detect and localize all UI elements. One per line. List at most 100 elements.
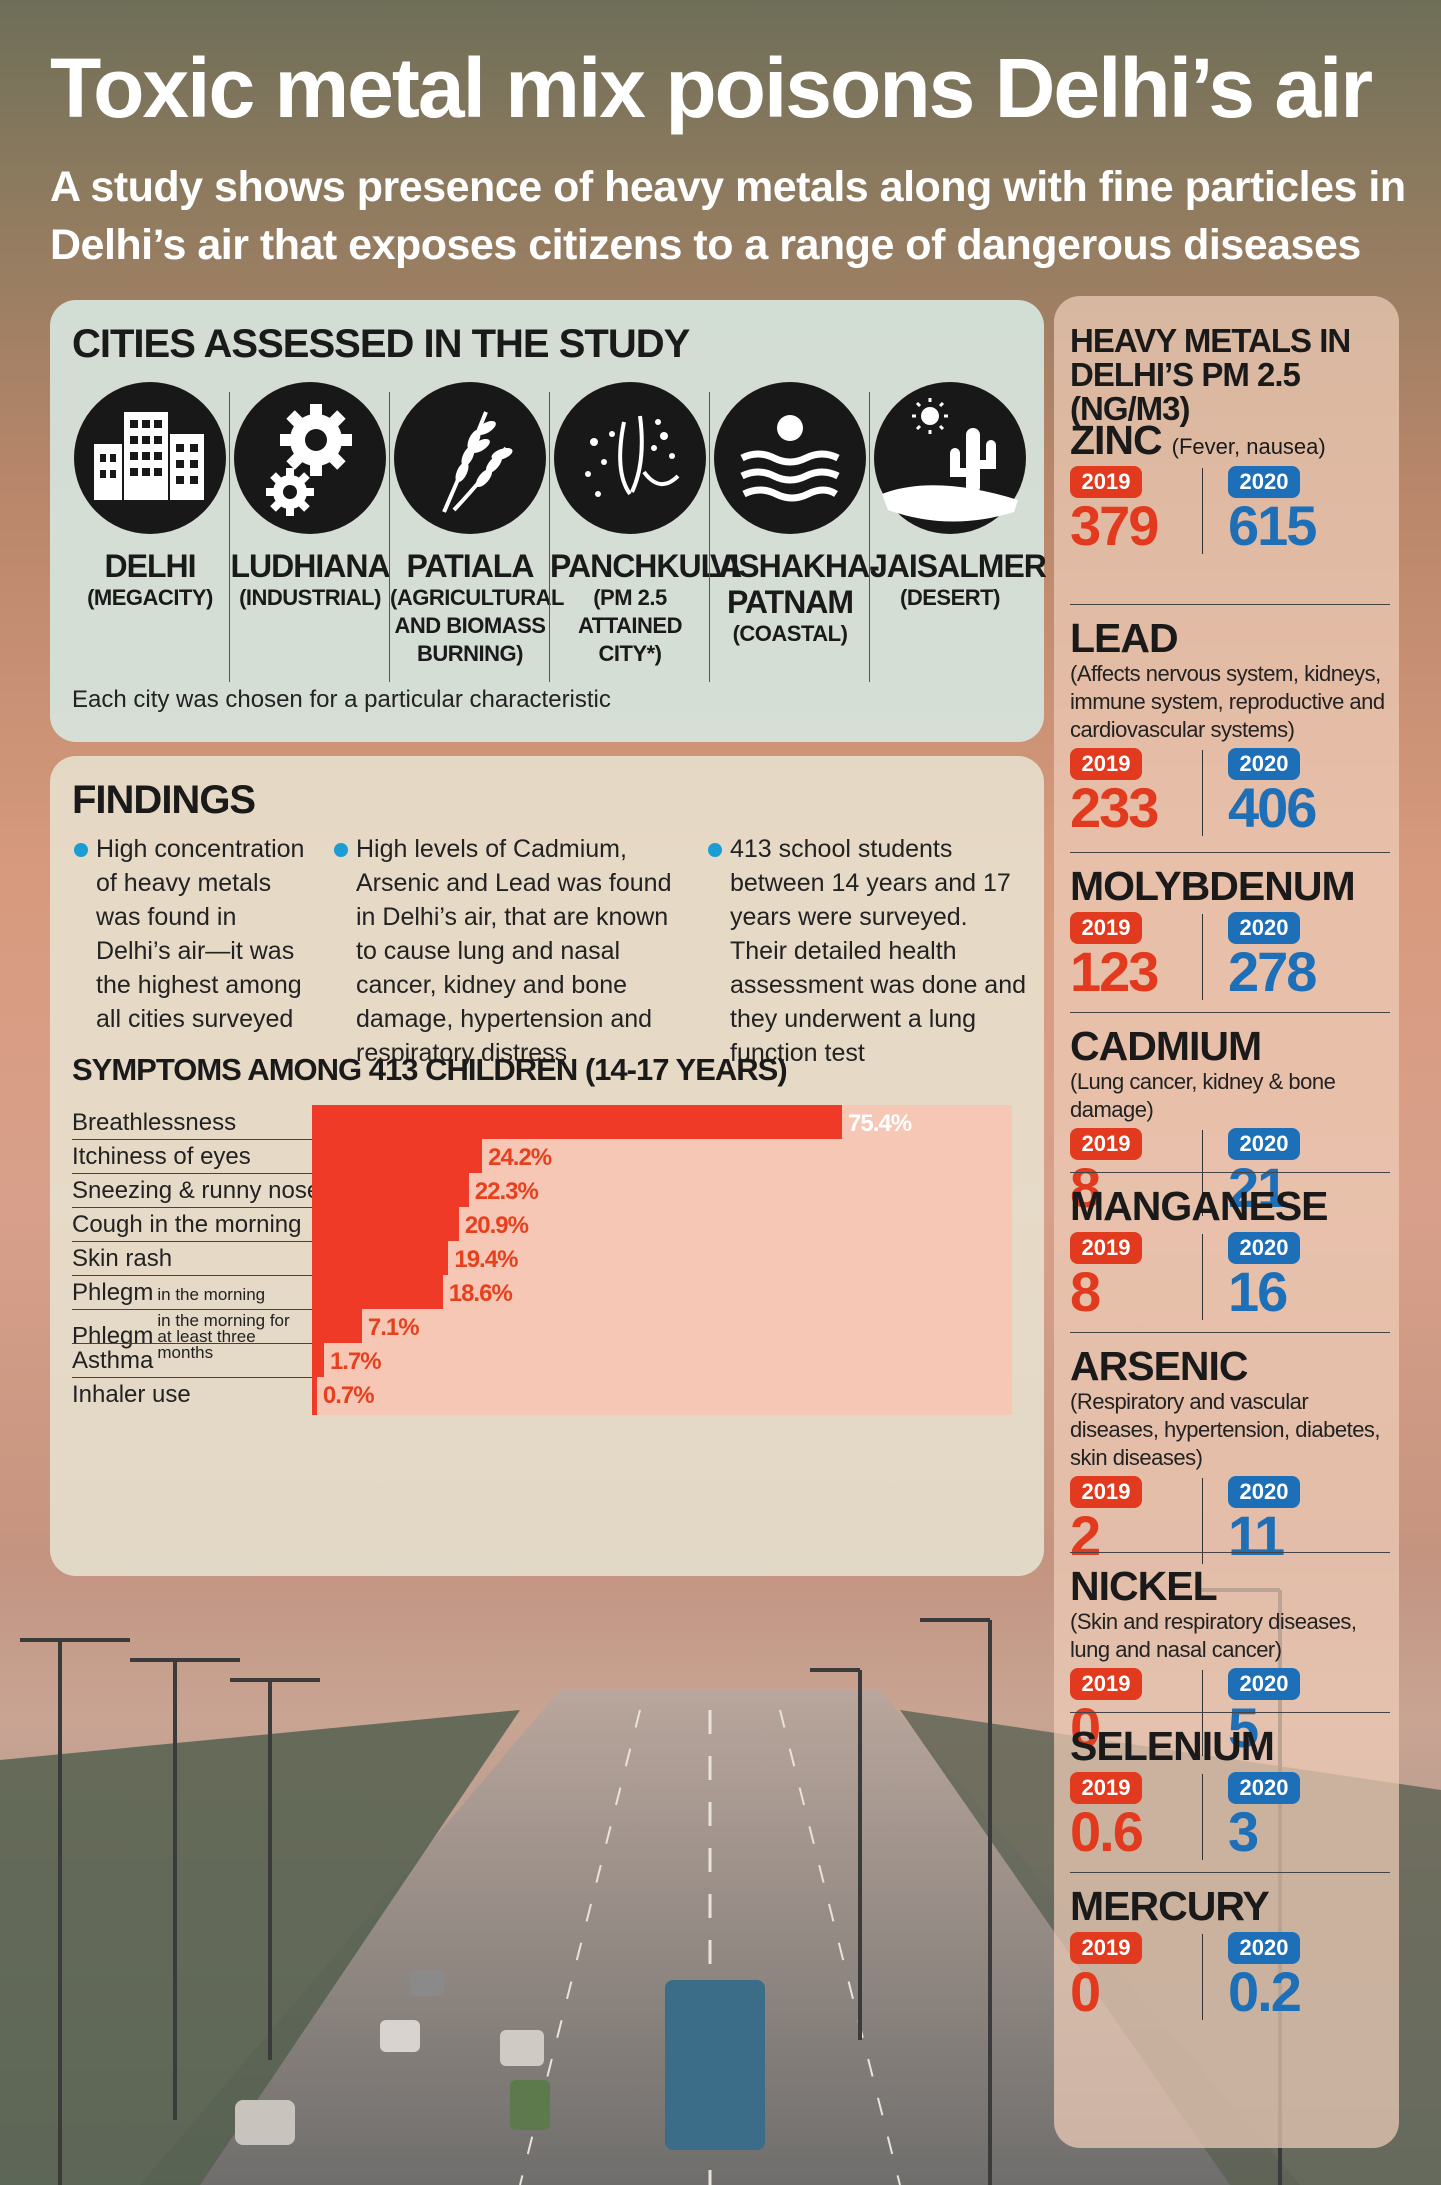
bar-category-label: Cough in the morning <box>72 1211 302 1238</box>
city-vishakhapatnam: VISHAKHA-PATNAM (COASTAL) <box>710 382 880 648</box>
metal-divider <box>1070 1552 1390 1553</box>
value-2020: 406 <box>1228 776 1317 839</box>
value-2020: 5 <box>1228 1696 1259 1759</box>
bar-value-label: 75.4% <box>848 1110 912 1137</box>
row-divider <box>72 1241 362 1242</box>
metal-divider <box>1070 1172 1390 1173</box>
year-divider <box>1202 914 1203 1000</box>
value-2019: 8 <box>1070 1156 1101 1219</box>
bar-value-label: 22.3% <box>474 1178 539 1205</box>
year-divider <box>1202 1670 1203 1756</box>
bar-value-label: 0.7% <box>322 1382 375 1409</box>
city-divider <box>229 392 230 682</box>
year-divider <box>1202 1774 1203 1860</box>
cities-panel: CITIES ASSESSED IN THE STUDY <box>50 300 1047 742</box>
city-type: (MEGACITY) <box>87 585 213 610</box>
metal-name: CADMIUM <box>1070 1023 1262 1069</box>
bar-value-label: 20.9% <box>464 1212 529 1239</box>
finding-bullet: High levels of Cadmium, Arsenic and Lead… <box>334 832 686 1070</box>
metal-name: NICKEL <box>1070 1563 1218 1609</box>
bar-category-label: Phlegm in the morning <box>72 1279 266 1306</box>
year-badge-2019: 2019 <box>1070 1668 1142 1700</box>
bar-value-label: 24.2% <box>488 1144 552 1171</box>
city-jaisalmer: JAISALMER (DESERT) <box>870 382 1047 612</box>
bar-category-label: Phlegmin the morning for at least three … <box>72 1311 290 1362</box>
year-divider <box>1202 1234 1203 1320</box>
bar-category-label: Sneezing & runny nose <box>72 1177 321 1204</box>
metal-block: MANGANESE <box>1070 1184 1390 1228</box>
bar-category-label: Inhaler use <box>72 1381 191 1408</box>
bar-category-label: Breathlessness <box>72 1109 237 1136</box>
value-2019: 0 <box>1070 1960 1101 2023</box>
finding-text: High levels of Cadmium, Arsenic and Lead… <box>356 835 672 1067</box>
city-ludhiana: LUDHIANA (INDUSTRIAL) <box>230 382 391 612</box>
metal-block: MERCURY <box>1070 1884 1390 1928</box>
gears-icon <box>234 382 386 534</box>
bullet-dot-icon <box>74 843 88 857</box>
findings-panel: FINDINGS High concentration of heavy met… <box>50 756 1044 1576</box>
row-divider <box>72 1207 362 1208</box>
sea-sun-icon <box>714 382 866 534</box>
year-badge-2020: 2020 <box>1228 1668 1300 1700</box>
city-type: (AGRICULTURAL AND BIOMASS BURNING) <box>390 585 564 666</box>
year-badge-2019: 2019 <box>1070 1476 1142 1508</box>
bar <box>312 1173 469 1211</box>
page-title: Toxic metal mix poisons Delhi’s air <box>50 41 1373 135</box>
value-2019: 2 <box>1070 1504 1101 1567</box>
bar <box>312 1377 317 1415</box>
finding-text: High concentration of heavy metals was f… <box>96 835 305 1033</box>
city-divider <box>709 392 710 682</box>
value-2019: 8 <box>1070 1260 1101 1323</box>
year-badge-2019: 2019 <box>1070 912 1142 944</box>
city-divider <box>549 392 550 682</box>
bar <box>312 1139 483 1177</box>
wheat-icon <box>394 382 546 534</box>
metal-health-effects: (Lung cancer, kidney & bone damage) <box>1070 1069 1336 1122</box>
year-badge-2020: 2020 <box>1228 1932 1300 1964</box>
year-divider <box>1202 468 1203 554</box>
particles-icon <box>554 382 706 534</box>
year-badge-2020: 2020 <box>1228 912 1300 944</box>
year-badge-2019: 2019 <box>1070 1128 1142 1160</box>
city-type: (INDUSTRIAL) <box>239 585 381 610</box>
bar-value-label: 1.7% <box>329 1348 382 1375</box>
value-2020: 278 <box>1228 940 1317 1003</box>
row-divider <box>72 1173 362 1174</box>
metal-name: SELENIUM <box>1070 1723 1275 1769</box>
page-subtitle: A study shows presence of heavy metals a… <box>50 163 1406 269</box>
bar-category-label: Itchiness of eyes <box>72 1143 251 1170</box>
bar <box>312 1207 459 1245</box>
bar-track <box>312 1309 1012 1347</box>
value-2019: 123 <box>1070 940 1159 1003</box>
row-divider <box>72 1377 362 1378</box>
city-name: PATIALA <box>406 548 535 584</box>
row-divider <box>72 1139 362 1140</box>
metal-health-effects: (Skin and respiratory diseases, lung and… <box>1070 1609 1357 1662</box>
city-divider <box>389 392 390 682</box>
finding-bullet: High concentration of heavy metals was f… <box>74 832 306 1036</box>
bar <box>312 1309 362 1347</box>
row-divider <box>72 1343 362 1344</box>
city-type: (COASTAL) <box>732 621 848 646</box>
metal-name: MOLYBDENUM <box>1070 863 1356 909</box>
metal-divider <box>1070 1332 1390 1333</box>
year-divider <box>1202 1478 1203 1564</box>
year-divider <box>1202 750 1203 836</box>
cities-note: Each city was chosen for a particular ch… <box>72 686 611 713</box>
metal-block: LEAD (Affects nervous system, kidneys, im… <box>1070 616 1390 744</box>
year-badge-2020: 2020 <box>1228 1476 1300 1508</box>
year-badge-2020: 2020 <box>1228 748 1300 780</box>
bar-track <box>312 1343 1012 1381</box>
value-2020: 11 <box>1228 1504 1285 1567</box>
year-badge-2020: 2020 <box>1228 1772 1300 1804</box>
city-name: DELHI <box>104 548 197 584</box>
finding-bullet: 413 school students between 14 years and… <box>708 832 1030 1070</box>
metal-health-effects: (Affects nervous system, kidneys, immune… <box>1070 661 1385 742</box>
metal-divider <box>1070 1012 1390 1013</box>
cities-heading: CITIES ASSESSED IN THE STUDY <box>72 322 690 366</box>
metal-name: MERCURY <box>1070 1883 1270 1929</box>
cactus-sun-icon <box>874 382 1026 534</box>
year-divider <box>1202 1130 1203 1216</box>
row-divider <box>72 1309 362 1310</box>
value-2020: 0.2 <box>1228 1960 1302 2023</box>
